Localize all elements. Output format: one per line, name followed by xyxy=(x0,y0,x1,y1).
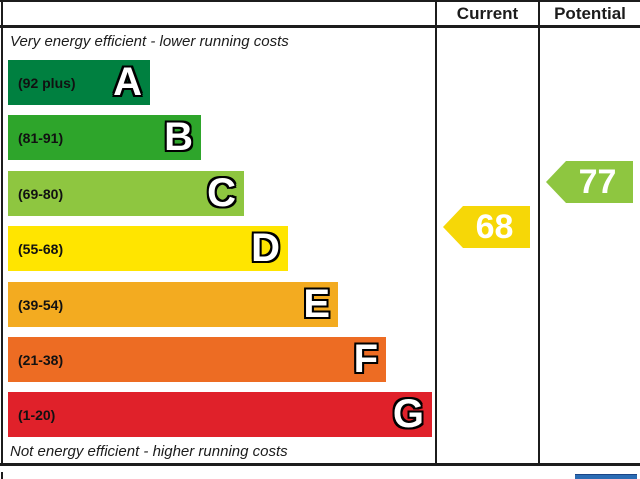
bottom-caption: Not energy efficient - higher running co… xyxy=(10,443,288,460)
eu-logo-fragment xyxy=(575,474,637,479)
table-top-border xyxy=(0,0,640,2)
potential-arrow: 77 xyxy=(546,161,633,203)
band-letter: B xyxy=(164,115,193,159)
header-row-divider xyxy=(0,25,640,28)
current-column-divider xyxy=(435,0,437,466)
band-range-label: (92 plus) xyxy=(18,74,76,91)
band-range-label: (1-20) xyxy=(18,406,56,423)
potential-column-divider xyxy=(538,0,540,466)
band-row-e: (39-54) E xyxy=(8,282,338,327)
top-caption: Very energy efficient - lower running co… xyxy=(10,33,289,50)
band-row-c: (69-80) C xyxy=(8,171,244,216)
potential-column-header: Potential xyxy=(554,4,626,23)
lower-section-left-border xyxy=(1,472,3,479)
band-letter: A xyxy=(113,60,142,104)
band-range-label: (81-91) xyxy=(18,129,64,146)
table-left-border xyxy=(1,0,3,466)
band-letter: C xyxy=(207,171,236,215)
current-column-header: Current xyxy=(456,4,519,23)
band-row-b: (81-91) B xyxy=(8,115,201,160)
band-letter: F xyxy=(353,337,378,381)
band-row-g: (1-20) G xyxy=(8,392,432,437)
band-letter: G xyxy=(392,392,424,436)
band-row-d: (55-68) D xyxy=(8,226,288,271)
band-range-label: (39-54) xyxy=(18,296,64,313)
band-letter: E xyxy=(303,282,330,326)
band-range-label: (69-80) xyxy=(18,185,64,202)
band-range-label: (55-68) xyxy=(18,240,64,257)
band-range-label: (21-38) xyxy=(18,351,64,368)
current-arrow: 68 xyxy=(443,206,530,248)
band-row-f: (21-38) F xyxy=(8,337,386,382)
band-letter: D xyxy=(251,226,280,270)
table-bottom-border xyxy=(0,463,640,466)
band-row-a: (92 plus) A xyxy=(8,60,150,105)
